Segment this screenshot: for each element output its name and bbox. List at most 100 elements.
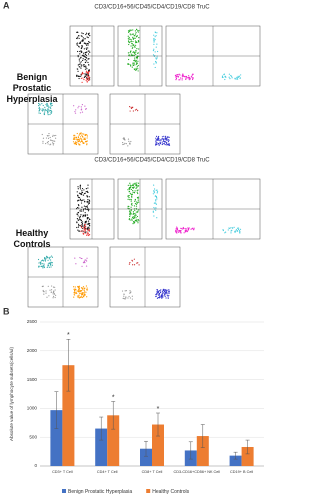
event-dot — [164, 293, 166, 295]
event-dot — [81, 73, 83, 75]
event-dot — [128, 210, 131, 212]
event-dot — [164, 289, 167, 291]
event-dot — [80, 75, 82, 77]
event-dot — [81, 296, 84, 299]
event-dot — [87, 203, 89, 205]
event-dot — [83, 142, 85, 144]
event-dot — [135, 203, 137, 206]
event-dot — [129, 184, 131, 186]
event-dot — [77, 54, 79, 57]
event-dot — [78, 60, 80, 62]
event-dot — [88, 71, 91, 73]
event-dot — [135, 213, 137, 215]
event-dot — [78, 58, 80, 60]
event-dot — [128, 31, 130, 33]
event-dot — [161, 290, 163, 293]
event-dot — [42, 137, 45, 139]
event-dot — [137, 222, 139, 224]
event-dot — [44, 106, 46, 108]
event-dot — [130, 45, 132, 47]
event-dot — [78, 75, 80, 78]
event-dot — [85, 225, 87, 227]
event-dot — [185, 75, 188, 78]
event-dot — [79, 210, 81, 212]
event-dot — [77, 186, 79, 188]
event-dot — [155, 135, 158, 137]
event-dot — [77, 226, 80, 228]
event-dot — [82, 215, 84, 218]
event-dot — [136, 182, 138, 184]
event-dot — [129, 143, 131, 145]
event-dot — [161, 297, 163, 299]
event-dot — [236, 78, 239, 80]
event-dot — [157, 290, 160, 293]
event-dot — [137, 182, 140, 184]
event-dot — [238, 75, 241, 77]
event-dot — [178, 231, 180, 233]
event-dot — [123, 295, 125, 297]
event-dot — [83, 199, 85, 201]
event-dot — [76, 222, 78, 224]
event-dot — [79, 184, 82, 186]
event-dot — [43, 263, 45, 265]
event-dot — [132, 110, 134, 112]
event-dot — [132, 46, 134, 48]
event-dot — [84, 58, 86, 61]
event-dot — [85, 220, 88, 222]
event-dot — [135, 207, 137, 210]
event-dot — [130, 200, 132, 202]
event-dot — [127, 138, 130, 140]
event-dot — [86, 260, 88, 262]
event-dot — [188, 79, 190, 81]
event-dot — [138, 41, 140, 43]
event-dot — [156, 142, 158, 144]
event-dot — [83, 189, 85, 191]
y-tick-label: 2500 — [27, 319, 38, 324]
event-dot — [88, 78, 90, 80]
event-dot — [191, 76, 193, 78]
event-dot — [77, 289, 79, 291]
event-dot — [47, 265, 49, 267]
event-dot — [53, 142, 55, 145]
y-tick-label: 1000 — [27, 406, 38, 411]
event-dot — [238, 227, 240, 229]
event-dot — [53, 140, 55, 142]
event-dot — [84, 75, 86, 77]
event-dot — [128, 191, 130, 193]
error-bar — [66, 339, 71, 392]
event-dot — [73, 289, 76, 292]
event-dot — [80, 47, 83, 50]
event-dot — [49, 136, 51, 139]
event-dot — [132, 264, 134, 266]
event-dot — [86, 75, 88, 77]
event-dot — [81, 45, 83, 47]
event-dot — [51, 104, 53, 107]
event-dot — [76, 44, 78, 46]
event-dot — [51, 140, 53, 142]
event-dot — [127, 195, 129, 197]
event-dot — [136, 30, 139, 32]
event-dot — [81, 206, 83, 208]
event-dot — [153, 192, 156, 194]
event-dot — [132, 44, 134, 46]
event-dot — [89, 35, 91, 37]
event-dot — [52, 144, 54, 146]
event-dot — [137, 70, 139, 72]
event-dot — [134, 52, 136, 54]
event-dot — [88, 199, 91, 201]
event-dot — [127, 297, 129, 299]
event-dot — [84, 230, 86, 232]
event-dot — [85, 107, 87, 110]
event-dot — [77, 204, 80, 206]
event-dot — [134, 213, 136, 215]
event-dot — [162, 294, 164, 297]
event-dot — [84, 232, 86, 234]
event-dot — [38, 266, 40, 268]
event-dot — [86, 233, 88, 235]
event-dot — [37, 102, 40, 105]
event-dot — [153, 184, 155, 186]
event-dot — [158, 144, 160, 146]
event-dot — [157, 292, 159, 294]
legend-label: Benign Prostatic Hyperplasia — [68, 489, 132, 495]
event-dot — [130, 64, 132, 66]
